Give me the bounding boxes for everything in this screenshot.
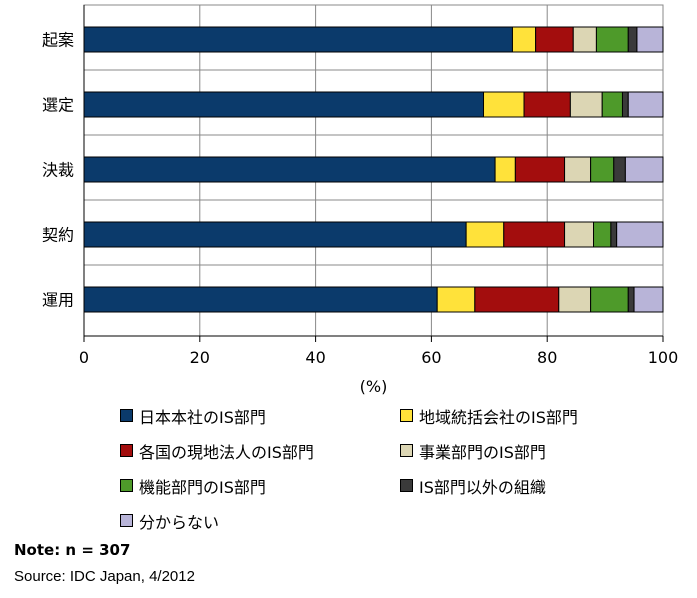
bar-segment (83, 286, 438, 313)
bar-segment (535, 26, 574, 53)
bar-segment (613, 156, 626, 183)
legend-label: 機能部門のIS部門 (139, 477, 266, 497)
bar-segment (636, 26, 664, 53)
legend-label: 分からない (139, 512, 220, 532)
y-category-label: 起案 (42, 31, 74, 50)
legend-item-regional-is: 地域統括会社のIS部門 (400, 404, 680, 428)
y-category-label: 選定 (42, 96, 74, 115)
legend-row: 日本本社のIS部門 地域統括会社のIS部門 (120, 398, 680, 433)
legend-item-non-is-org: IS部門以外の組織 (400, 474, 680, 498)
y-category-label: 運用 (42, 291, 74, 310)
x-tick-label: 20 (190, 348, 210, 367)
x-axis-label: (%) (360, 377, 388, 396)
bar-segment (590, 286, 629, 313)
legend-swatch (120, 444, 133, 457)
bar-segment (616, 221, 664, 248)
legend-label: 日本本社のIS部門 (139, 407, 266, 427)
bar-segment (621, 91, 629, 118)
x-tick-label: 40 (305, 348, 325, 367)
bar-segment (83, 221, 467, 248)
x-tick-label: 80 (537, 348, 557, 367)
x-tick-label: 100 (648, 348, 679, 367)
x-tick-label: 0 (79, 348, 89, 367)
bar-segment (514, 156, 566, 183)
bar-segment (511, 26, 537, 53)
bar-segment (436, 286, 476, 313)
legend-item-business-unit-is: 事業部門のIS部門 (400, 439, 680, 463)
legend-row: 各国の現地法人のIS部門 事業部門のIS部門 (120, 433, 680, 468)
bar-segment (627, 26, 638, 53)
legend-row: 機能部門のIS部門 IS部門以外の組織 (120, 468, 680, 503)
legend-item-function-is: 機能部門のIS部門 (120, 474, 400, 498)
bar-segment (627, 286, 635, 313)
bar-segment (593, 221, 612, 248)
legend: 日本本社のIS部門 地域統括会社のIS部門 各国の現地法人のIS部門 事業部門の… (120, 398, 680, 538)
legend-row: 分からない (120, 503, 680, 538)
bar-segment (590, 156, 615, 183)
legend-label: IS部門以外の組織 (419, 477, 546, 497)
bar-segment (83, 156, 496, 183)
y-category-label: 決裁 (42, 161, 74, 180)
legend-swatch (120, 479, 133, 492)
legend-swatch (120, 514, 133, 527)
legend-swatch (400, 479, 413, 492)
bar-segment (503, 221, 566, 248)
chart-source: Source: IDC Japan, 4/2012 (14, 568, 195, 585)
bar-segment (610, 221, 618, 248)
y-category-label: 契約 (42, 226, 74, 245)
bar-segment (83, 26, 513, 53)
legend-swatch (400, 409, 413, 422)
bar-segment (569, 91, 603, 118)
bar-segment (474, 286, 560, 313)
legend-swatch (120, 409, 133, 422)
bar-segment (564, 156, 592, 183)
bar-segment (523, 91, 571, 118)
bar-segment (633, 286, 664, 313)
bar-segment (483, 91, 525, 118)
bar-segment (564, 221, 595, 248)
chart-note: Note: n = 307 (14, 541, 131, 559)
bars-layer (83, 26, 664, 313)
x-tick-label: 60 (421, 348, 441, 367)
bar-segment (601, 91, 623, 118)
bar-segment (595, 26, 629, 53)
bar-segment (627, 91, 664, 118)
bar-segment (465, 221, 505, 248)
bar-segment (624, 156, 664, 183)
legend-label: 地域統括会社のIS部門 (419, 407, 578, 427)
legend-item-local-subsidiary-is: 各国の現地法人のIS部門 (120, 439, 400, 463)
legend-item-unknown: 分からない (120, 509, 402, 533)
legend-item-honsha-is: 日本本社のIS部門 (120, 404, 400, 428)
legend-swatch (400, 444, 413, 457)
legend-label: 事業部門のIS部門 (419, 442, 546, 462)
bar-segment (83, 91, 485, 118)
axis-layer (83, 5, 664, 342)
bar-segment (494, 156, 516, 183)
bar-segment (572, 26, 597, 53)
legend-label: 各国の現地法人のIS部門 (139, 442, 314, 462)
bar-segment (558, 286, 592, 313)
